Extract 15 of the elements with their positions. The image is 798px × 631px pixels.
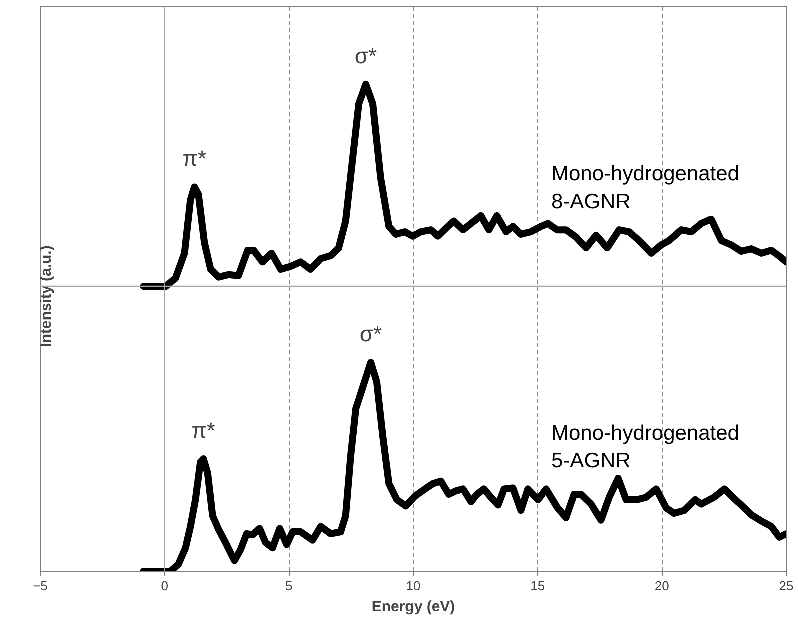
x-tick-label: 25 bbox=[779, 578, 794, 594]
annotation: σ* bbox=[354, 43, 378, 68]
x-tick-label: −5 bbox=[33, 578, 48, 594]
annotation: σ* bbox=[360, 322, 382, 347]
series-label: Mono-hydrogenated 5-AGNR bbox=[552, 422, 740, 472]
y-axis-title: Intensity (a.u.) bbox=[38, 246, 55, 348]
x-tick-label: 20 bbox=[654, 578, 670, 594]
x-axis-title: Energy (eV) bbox=[372, 598, 456, 616]
x-tick-label: 5 bbox=[286, 578, 293, 594]
x-tick-label: 10 bbox=[406, 578, 421, 594]
annotation: π* bbox=[182, 146, 207, 172]
series-label: Mono-hydrogenated 8-AGNR bbox=[552, 162, 740, 214]
x-tick-label: 0 bbox=[161, 578, 168, 594]
x-tick-label: 15 bbox=[530, 578, 546, 594]
annotation: π* bbox=[192, 418, 216, 443]
